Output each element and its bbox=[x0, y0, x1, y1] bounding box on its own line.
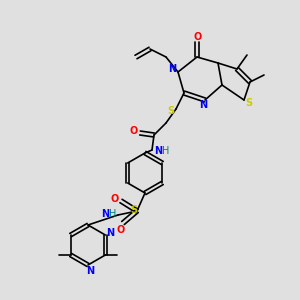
Text: N: N bbox=[86, 266, 94, 276]
Text: N: N bbox=[106, 228, 114, 238]
Text: S: S bbox=[167, 106, 175, 116]
Text: H: H bbox=[109, 209, 117, 219]
Text: O: O bbox=[194, 32, 202, 42]
Text: O: O bbox=[130, 126, 138, 136]
Text: N: N bbox=[199, 100, 207, 110]
Text: N: N bbox=[168, 64, 176, 74]
Text: S: S bbox=[245, 98, 253, 108]
Text: N: N bbox=[154, 146, 162, 156]
Text: H: H bbox=[162, 146, 170, 156]
Text: N: N bbox=[101, 209, 109, 219]
Text: O: O bbox=[111, 194, 119, 204]
Text: O: O bbox=[117, 225, 125, 235]
Text: S: S bbox=[130, 205, 138, 215]
